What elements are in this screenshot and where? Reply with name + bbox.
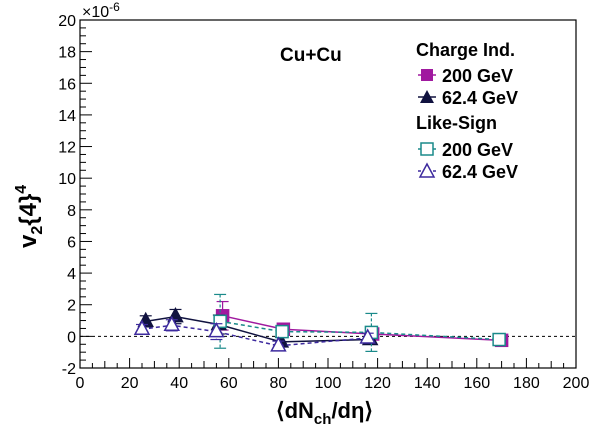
data-point — [275, 324, 289, 339]
series-line — [219, 320, 500, 341]
x-tick-label: 60 — [220, 375, 238, 392]
x-axis-title: ⟨dNch/dη⟩ — [276, 398, 373, 428]
y-tick-label: 18 — [58, 45, 76, 62]
y-tick-label: 20 — [58, 13, 76, 30]
x-tick-label: 40 — [170, 375, 188, 392]
data-point — [133, 319, 151, 335]
legend-entry-ls-200: 200 GeV — [418, 140, 513, 160]
open-square-marker-icon — [420, 142, 434, 156]
x-tick-label: 0 — [76, 375, 85, 392]
data-point — [208, 322, 225, 338]
x-tick-label: 160 — [463, 375, 490, 392]
y-tick-label: -2 — [62, 361, 76, 378]
axis-tick-labels: 0 20 40 60 80 100 120 140 160 180 200-202468101214… — [58, 13, 589, 392]
x-tick-label: 100 — [315, 375, 342, 392]
series-3 — [133, 315, 376, 352]
filled-square-marker-icon — [421, 69, 433, 81]
open-triangle-marker-icon — [418, 162, 436, 178]
legend-label-ci-200: 200 GeV — [442, 66, 513, 86]
x-tick-label: 80 — [270, 375, 288, 392]
series-layer — [133, 293, 509, 352]
legend: Charge Ind. 200 GeV 62.4 GeV Like-Sign 2… — [416, 40, 518, 182]
y-tick-label: 16 — [58, 76, 76, 93]
data-point — [492, 332, 506, 347]
legend-label-ls-200: 200 GeV — [442, 140, 513, 160]
series-2 — [213, 293, 506, 352]
y-tick-label: 4 — [67, 266, 76, 283]
y-axis-multiplier: ×10-6 — [82, 0, 120, 21]
y-axis-title: v2{4}4 — [13, 185, 46, 248]
x-tick-label: 180 — [513, 375, 540, 392]
legend-group-like-sign: Like-Sign — [416, 113, 497, 133]
x-tick-label: 140 — [414, 375, 441, 392]
data-point — [359, 328, 376, 344]
legend-group-charge-ind: Charge Ind. — [416, 40, 515, 60]
legend-entry-ci-62: 62.4 GeV — [418, 88, 518, 108]
y-tick-label: 12 — [58, 140, 76, 157]
y-tick-label: 6 — [67, 234, 76, 251]
y-tick-label: 0 — [67, 329, 76, 346]
series-line — [141, 324, 368, 347]
legend-entry-ci-200: 200 GeV — [418, 66, 513, 86]
data-point — [163, 315, 181, 332]
y-tick-label: 2 — [67, 298, 76, 315]
system-label: Cu+Cu — [280, 45, 342, 66]
filled-triangle-marker-icon — [420, 90, 434, 103]
legend-label-ls-62: 62.4 GeV — [442, 162, 518, 182]
y-tick-label: 10 — [58, 171, 76, 188]
x-tick-label: 20 — [121, 375, 139, 392]
axis-ticks — [79, 19, 577, 369]
legend-label-ci-62: 62.4 GeV — [442, 88, 518, 108]
data-point — [270, 336, 287, 352]
y-tick-label: 14 — [58, 108, 76, 125]
x-tick-label: 200 — [563, 375, 590, 392]
legend-entry-ls-62: 62.4 GeV — [418, 162, 518, 182]
x-tick-label: 120 — [364, 375, 391, 392]
y-tick-label: 8 — [67, 203, 76, 220]
